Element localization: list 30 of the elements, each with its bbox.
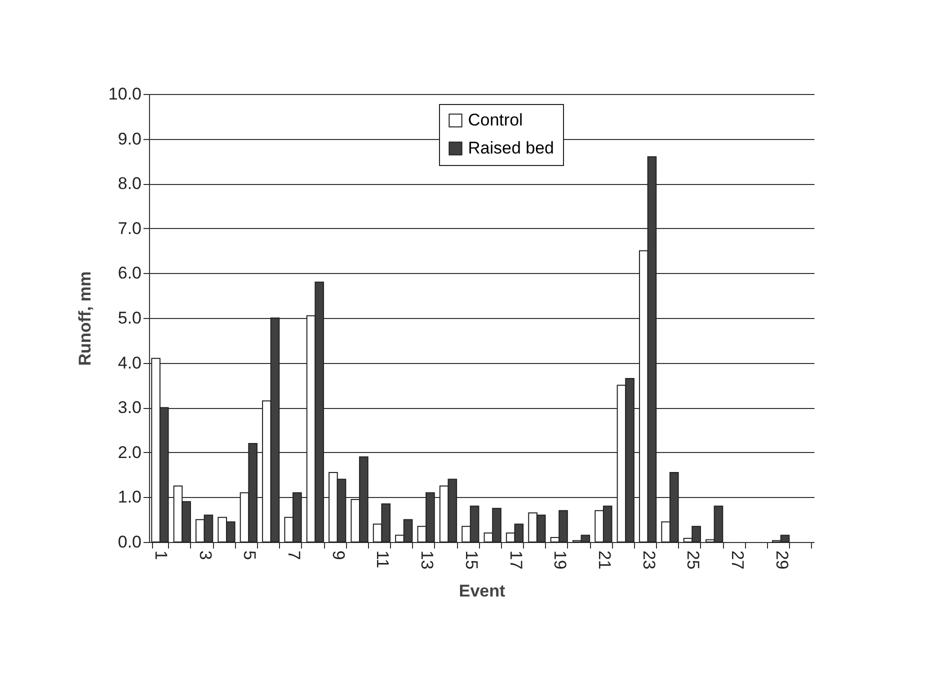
y-tick-label: 1.0 bbox=[118, 488, 142, 507]
y-axis-title: Runoff, mm bbox=[75, 271, 94, 366]
y-tick-label: 2.0 bbox=[118, 442, 142, 462]
legend-label: Control bbox=[468, 110, 523, 130]
y-tick-label: 8.0 bbox=[118, 174, 142, 194]
x-axis-title: Event bbox=[458, 581, 506, 600]
x-tick-label: 5 bbox=[240, 550, 260, 560]
x-tick-label: 29 bbox=[772, 550, 792, 570]
x-tick-label: 15 bbox=[462, 550, 481, 570]
x-tick-label: 9 bbox=[328, 550, 348, 560]
x-tick-label: 3 bbox=[196, 550, 215, 560]
y-tick-label: 4.0 bbox=[118, 353, 142, 372]
x-tick-label: 17 bbox=[506, 550, 526, 570]
x-tick-label: 11 bbox=[373, 550, 392, 568]
x-tick-label: 25 bbox=[684, 550, 703, 570]
y-tick-label: 6.0 bbox=[118, 264, 142, 283]
legend-label: Raised bed bbox=[468, 138, 554, 158]
x-tick-label: 27 bbox=[728, 550, 747, 570]
y-tick-label: 10.0 bbox=[108, 84, 142, 104]
x-tick-label: 23 bbox=[639, 550, 658, 570]
x-tick-label: 7 bbox=[284, 550, 304, 560]
x-tick-label: 1 bbox=[151, 550, 170, 560]
y-tick-label: 5.0 bbox=[118, 308, 142, 328]
x-tick-label: 21 bbox=[594, 550, 614, 570]
y-tick-label: 3.0 bbox=[118, 398, 142, 418]
y-tick-label: 9.0 bbox=[118, 129, 142, 148]
y-tick-label: 7.0 bbox=[118, 218, 142, 238]
x-tick-label: 19 bbox=[550, 550, 570, 570]
x-tick-label: 13 bbox=[418, 550, 437, 570]
y-tick-label: 0.0 bbox=[118, 532, 142, 552]
